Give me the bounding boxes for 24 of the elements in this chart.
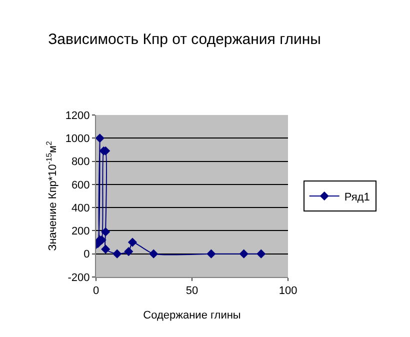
legend-label: Ряд1: [344, 191, 370, 204]
x-tick-label: 100: [278, 285, 298, 298]
point: [256, 249, 266, 258]
point: [149, 249, 158, 258]
chart-title: Зависимость Кпр от содержания глины: [48, 31, 321, 48]
y-tick-label: 1200: [65, 110, 90, 122]
point: [206, 249, 216, 258]
x-tick-label: 50: [186, 285, 198, 298]
x-axis-title: Содержание глины: [143, 309, 241, 322]
point: [112, 249, 122, 258]
point: [239, 249, 248, 258]
y-tick-label: 200: [71, 226, 90, 238]
y-tick-label: 800: [71, 156, 90, 168]
y-tick-label: 600: [71, 179, 90, 192]
x-tick-label: 0: [92, 285, 100, 298]
point: [128, 238, 138, 247]
point: [101, 227, 110, 236]
point: [101, 244, 110, 254]
y-tick-label: 400: [71, 202, 90, 214]
point: [96, 134, 104, 143]
y-tick-label: -200: [68, 272, 90, 284]
y-tick-label: 0: [84, 248, 90, 261]
y-tick-label: 1000: [65, 132, 90, 145]
point: [124, 246, 134, 256]
